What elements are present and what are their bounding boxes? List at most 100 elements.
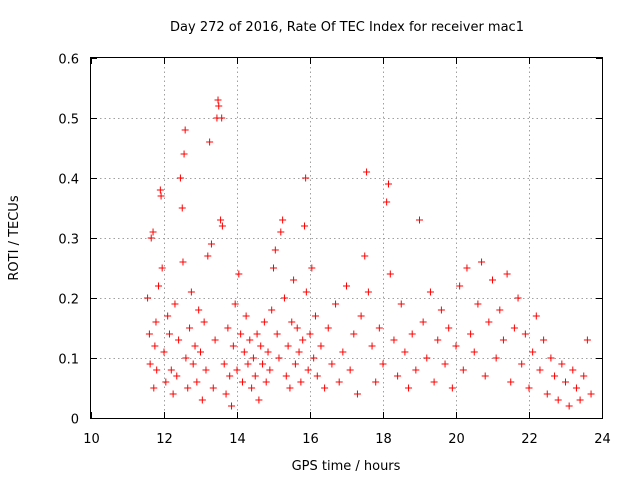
data-point [160, 348, 168, 356]
data-point [233, 366, 241, 374]
data-point [489, 276, 496, 284]
data-point [175, 336, 183, 344]
data-point [246, 336, 254, 344]
data-point [155, 282, 163, 290]
data-point [251, 372, 259, 380]
x-tick-label: 20 [448, 432, 465, 447]
data-point [293, 324, 301, 332]
data-point [470, 348, 478, 356]
data-point [346, 366, 354, 374]
data-point [558, 360, 566, 368]
data-point [264, 348, 272, 356]
data-point [448, 384, 456, 392]
data-point [529, 348, 537, 356]
data-point [280, 294, 288, 302]
data-point [164, 312, 172, 320]
data-point [215, 102, 223, 110]
data-point [291, 360, 299, 368]
data-point [397, 300, 405, 308]
data-point [165, 330, 173, 338]
y-tick-label: 0.1 [58, 353, 79, 368]
data-point [218, 222, 226, 230]
data-point [282, 372, 290, 380]
data-point [310, 354, 318, 362]
data-point [328, 360, 336, 368]
data-point [408, 330, 416, 338]
data-point [286, 384, 294, 392]
data-point [313, 372, 321, 380]
y-tick-label: 0.6 [58, 53, 79, 68]
data-point [206, 138, 214, 146]
data-point [173, 372, 181, 380]
data-point [235, 270, 243, 278]
data-point [259, 360, 267, 368]
data-point [551, 372, 559, 380]
data-point [478, 258, 486, 266]
data-point [540, 336, 548, 344]
data-point [198, 396, 206, 404]
data-point [463, 264, 471, 272]
x-tick-label: 22 [521, 432, 538, 447]
data-point [271, 246, 279, 254]
data-point [186, 324, 194, 332]
data-point [394, 372, 402, 380]
data-point [238, 378, 246, 386]
data-point [364, 288, 372, 296]
data-point [565, 402, 573, 410]
data-point [332, 300, 340, 308]
data-point [379, 360, 387, 368]
data-point [244, 360, 252, 368]
data-point [514, 294, 522, 302]
data-point [441, 360, 449, 368]
data-point [275, 354, 283, 362]
data-point [220, 360, 228, 368]
data-point [499, 336, 507, 344]
data-point [375, 324, 383, 332]
data-point [217, 216, 225, 224]
data-point [368, 342, 376, 350]
data-point [384, 180, 392, 188]
data-point [207, 240, 215, 248]
data-point [237, 330, 245, 338]
data-point [363, 168, 371, 176]
data-point [401, 348, 409, 356]
data-point [390, 336, 398, 344]
data-point [321, 384, 329, 392]
data-point [339, 348, 347, 356]
data-point [153, 366, 161, 374]
data-point [518, 360, 526, 368]
grid-lines [91, 58, 602, 418]
y-tick-label: 0.5 [58, 113, 79, 128]
y-axis-label: ROTI / TECUs [7, 195, 22, 280]
data-point [224, 324, 232, 332]
data-point [202, 366, 210, 374]
data-point [146, 360, 154, 368]
data-point [152, 318, 160, 326]
x-tick-label: 24 [594, 432, 611, 447]
data-point [144, 294, 152, 302]
data-point [456, 282, 464, 290]
data-point [179, 258, 187, 266]
data-point [279, 216, 287, 224]
data-point [353, 390, 361, 398]
data-point [503, 270, 511, 278]
x-tick-label: 18 [375, 432, 392, 447]
data-point [580, 372, 588, 380]
data-point [536, 366, 544, 374]
data-point [437, 306, 445, 314]
data-point [452, 342, 460, 350]
data-point [405, 384, 413, 392]
data-point [302, 288, 310, 296]
data-point [357, 312, 365, 320]
data-point [182, 354, 190, 362]
data-point [240, 348, 248, 356]
data-point [257, 342, 265, 350]
data-point [222, 390, 230, 398]
data-point [197, 348, 204, 356]
data-point [150, 384, 158, 392]
data-point [423, 354, 431, 362]
data-point [200, 318, 208, 326]
data-point [572, 384, 580, 392]
data-point [273, 330, 281, 338]
data-point [149, 228, 157, 236]
